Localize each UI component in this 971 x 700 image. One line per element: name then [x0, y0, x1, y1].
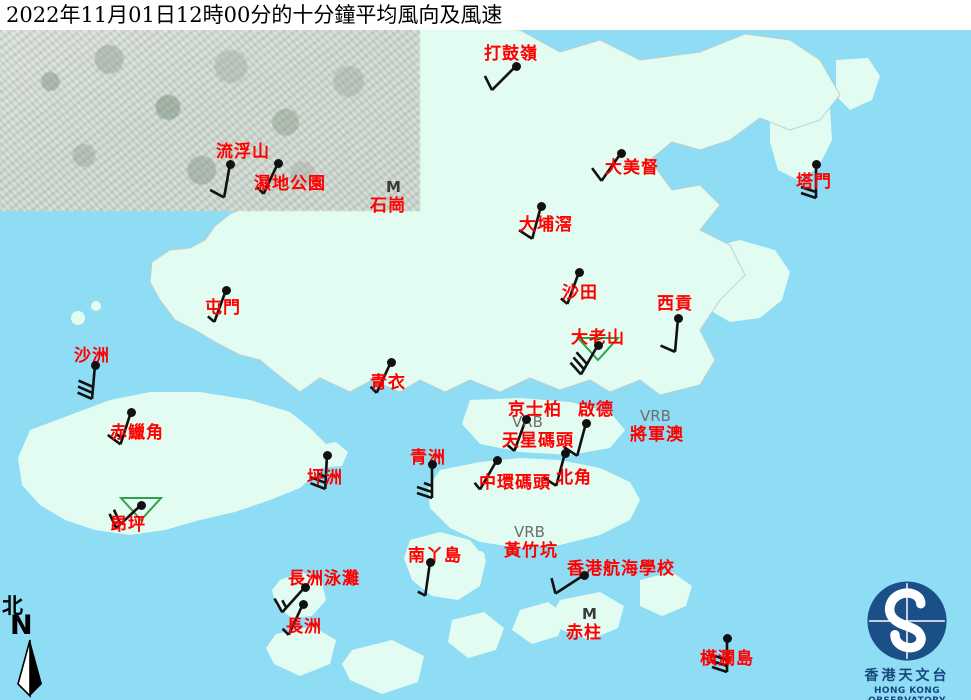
station-label: 屯門: [205, 298, 241, 318]
station-marker-dot: [560, 448, 570, 458]
wind-barb-icon: [507, 418, 528, 452]
logo-name-en: HONG KONG OBSERVATORY: [868, 686, 945, 700]
title-bar: 2022年11月01日12時00分的十分鐘平均風向及風速: [0, 0, 971, 30]
wind-barb-icon: [107, 411, 133, 446]
compass-label-cn: 北: [2, 593, 23, 618]
station-marker-dot: [221, 285, 231, 295]
station-label: 香港航海學校: [567, 559, 675, 579]
station-label: 昂坪: [110, 515, 146, 535]
wind-barb-icon: [591, 152, 623, 182]
station-label: 沙田: [562, 283, 598, 303]
wind-barb-icon: [569, 337, 621, 376]
station-label: 啟德: [578, 400, 614, 420]
compass-rose: 北 N: [2, 590, 64, 698]
station-label: 橫瀾島: [700, 649, 754, 669]
wind-barb-icon: [207, 289, 228, 323]
station-label: 青衣: [370, 373, 406, 393]
wind-barb-icon: [711, 638, 729, 674]
wind-barb-icon: [518, 205, 543, 240]
station-marker-dot: [427, 459, 437, 469]
wind-barb-icon: [310, 454, 329, 491]
station-marker-dot: [90, 360, 100, 370]
station-label: 赤鱲角: [110, 423, 164, 443]
wind-barb-icon: [369, 361, 393, 394]
station-label: 石崗: [370, 196, 406, 216]
station-marker-dot: [126, 407, 136, 417]
station-label: 赤柱: [566, 623, 602, 643]
page-title: 2022年11月01日12時00分的十分鐘平均風向及風速: [6, 3, 503, 27]
station-marker-dot: [225, 159, 235, 169]
station-label: 天星碼頭: [502, 431, 574, 451]
wind-barb-icon: [256, 162, 280, 195]
station-label: 坪洲: [307, 468, 343, 488]
station-label: 大美督: [605, 158, 659, 178]
wind-barb-icon: [273, 586, 306, 614]
station-marker-dot: [136, 500, 146, 510]
station-label: 沙洲: [74, 346, 110, 366]
station-label: 南丫島: [408, 546, 462, 566]
station-label: 流浮山: [216, 142, 270, 162]
station-label: 北角: [556, 468, 592, 488]
missing-data-flag: M: [582, 605, 597, 623]
logo-name-cn: 香港天文台: [864, 668, 950, 684]
station-marker-dot: [273, 158, 283, 168]
station-marker-dot: [425, 557, 435, 567]
hko-emblem-icon: [867, 581, 947, 661]
wind-barb-icon: [560, 271, 581, 305]
station-label: 長洲泳灘: [288, 569, 360, 589]
station-label: 打鼓嶺: [484, 44, 538, 64]
compass-label-en: N: [10, 610, 33, 641]
wind-barb-icon: [542, 452, 567, 487]
station-label: 京士柏: [508, 400, 562, 420]
station-label: 大老山: [571, 328, 625, 348]
wind-barb-icon: [483, 65, 517, 91]
station-label: 大埔滘: [519, 215, 573, 235]
station-marker-dot: [593, 340, 603, 350]
station-marker-dot: [811, 159, 821, 169]
station-marker-dot: [300, 582, 310, 592]
wind-barb-icon: [417, 561, 432, 597]
station-marker-dot: [298, 599, 308, 609]
wind-barb-icon: [281, 603, 305, 636]
station-marker-dot: [579, 570, 589, 580]
variable-wind-flag: VRB: [514, 523, 545, 541]
station-label: 塔門: [796, 172, 832, 192]
station-marker-dot: [616, 148, 626, 158]
wind-barb-icon: [660, 317, 680, 354]
station-label: 濕地公園: [254, 174, 326, 194]
wind-barb-icon: [209, 163, 232, 199]
station-marker-dot: [322, 450, 332, 460]
wind-barb-icon: [108, 497, 164, 530]
station-marker-dot: [673, 313, 683, 323]
station-label: 西貢: [657, 294, 693, 314]
missing-data-flag: M: [386, 178, 401, 196]
station-label: 黃竹坑: [504, 541, 558, 561]
wind-barb-icon: [800, 164, 818, 200]
station-marker-dot: [511, 61, 521, 71]
station-marker-dot: [536, 201, 546, 211]
variable-wind-flag: VRB: [640, 407, 671, 425]
wind-barb-icon: [77, 364, 97, 401]
wind-barb-icon: [416, 464, 434, 500]
station-label: 長洲: [286, 617, 322, 637]
station-marker-dot: [574, 267, 584, 277]
wind-barb-icon: [473, 459, 499, 491]
station-marker-dot: [386, 357, 396, 367]
station-label: 中環碼頭: [479, 473, 551, 493]
station-label: 將軍澳: [630, 425, 684, 445]
station-marker-dot: [492, 455, 502, 465]
station-marker-dot: [581, 418, 591, 428]
compass-needle-icon: [17, 639, 42, 698]
wind-barb-icon: [550, 573, 585, 595]
mainland-satellite-texture: [0, 26, 420, 211]
hko-logo: 香港天文台 HONG KONG OBSERVATORY: [846, 578, 968, 700]
station-marker-dot: [722, 633, 732, 643]
station-marker-dot: [521, 414, 531, 424]
